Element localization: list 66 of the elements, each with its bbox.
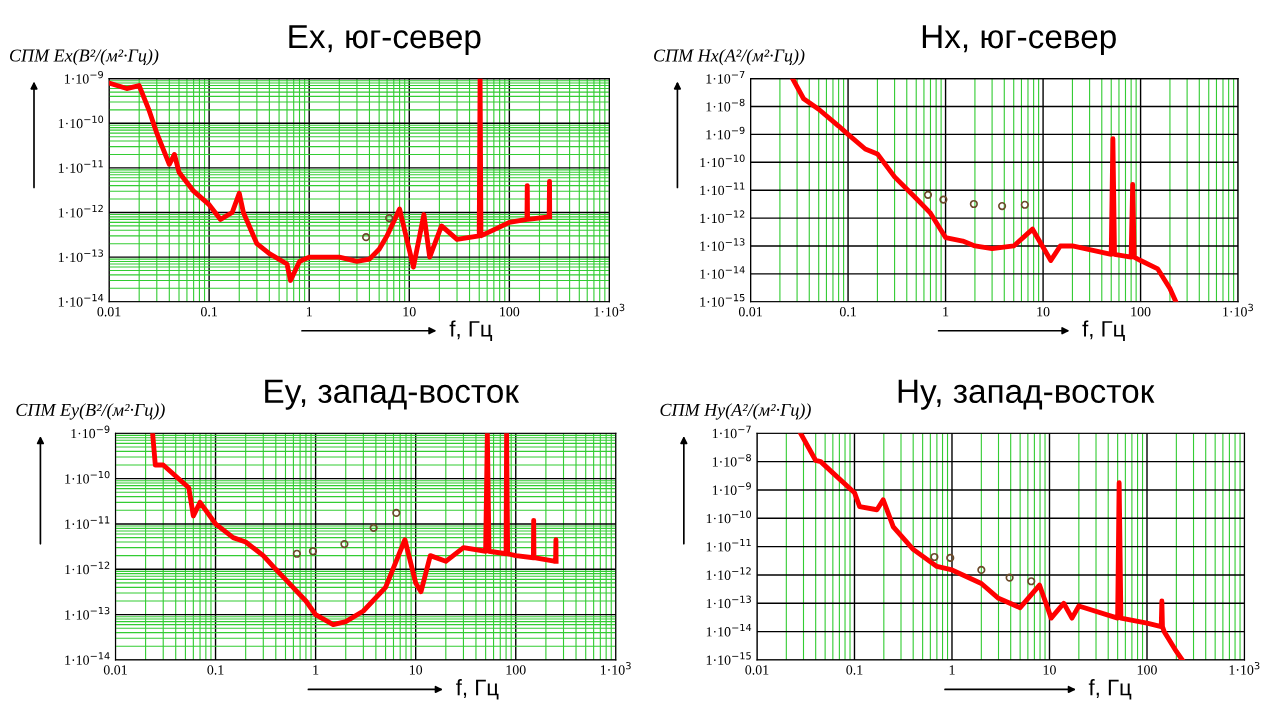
x-tick-label: 0.01 xyxy=(745,665,769,675)
y-tick-label: 1·10$^{−11}$ xyxy=(65,516,110,529)
y-tick-label: 1·10$^{−9}$ xyxy=(706,126,745,140)
y-tick-label: 1·10$^{−10}$ xyxy=(700,154,745,168)
x-tick-label: 1·10$^{3}$ xyxy=(594,303,625,317)
y-tick-label: 1·10$^{−12}$ xyxy=(700,210,745,224)
y-tick-label: 1·10$^{−12}$ xyxy=(65,561,110,575)
y-tick-label: 1·10$^{−10}$ xyxy=(58,115,104,129)
y-tick-label: 1·10$^{−11}$ xyxy=(706,538,751,552)
y-tick-label: 1·10$^{−9}$ xyxy=(71,425,110,439)
x-tick-label: 0.01 xyxy=(103,665,127,675)
x-tick-label: 1 xyxy=(313,665,319,675)
y-tick-label: 1·10$^{−12}$ xyxy=(706,567,751,580)
y-tick-label: 1·10$^{−11}$ xyxy=(58,160,103,173)
x-tick-label: 10 xyxy=(1037,306,1050,317)
y-tick-label: 1·10$^{−10}$ xyxy=(706,510,752,524)
x-tick-label: 1·10$^{3}$ xyxy=(600,661,631,675)
x-tick-label: 10 xyxy=(409,665,423,675)
y-tick-label: 1·10$^{−14}$ xyxy=(706,623,752,637)
x-axis-title: f, Гц xyxy=(456,679,499,700)
y-tick-label: 1·10$^{−9}$ xyxy=(712,482,751,495)
y-tick-label: 1·10$^{−14}$ xyxy=(700,266,745,279)
y-tick-label: 1·10$^{−13}$ xyxy=(700,238,745,251)
chart-title: Ey, запад-восток xyxy=(265,379,520,410)
x-tick-label: 0.1 xyxy=(200,306,217,317)
y-tick-label: 1·10$^{−10}$ xyxy=(65,470,110,484)
y-axis-title: СПМ Hx(А²/(м²·Гц)) xyxy=(654,48,805,66)
x-tick-label: 0.1 xyxy=(207,665,224,675)
y-axis-title: СПМ Ey(В²/(м²·Гц)) xyxy=(16,403,165,420)
chart-title: Ex, юг-север xyxy=(289,25,481,56)
y-tick-label: 1·10$^{−13}$ xyxy=(65,606,110,620)
y-tick-label: 1·10$^{−14}$ xyxy=(58,294,104,307)
x-tick-label: 0.01 xyxy=(97,306,121,317)
x-tick-label: 10 xyxy=(1043,665,1056,675)
x-tick-label: 1·10$^{3}$ xyxy=(1229,661,1260,675)
y-tick-label: 1·10$^{−7}$ xyxy=(712,425,751,439)
x-tick-label: 0.1 xyxy=(839,306,856,317)
x-tick-label: 0.01 xyxy=(738,306,762,317)
chart-title: Hy, запад-восток xyxy=(898,379,1155,410)
x-tick-label: 1 xyxy=(949,665,955,675)
y-tick-label: 1·10$^{−7}$ xyxy=(706,70,745,84)
y-tick-label: 1·10$^{−15}$ xyxy=(706,652,751,665)
y-tick-label: 1·10$^{−14}$ xyxy=(65,652,110,665)
y-tick-label: 1·10$^{−9}$ xyxy=(65,70,104,84)
x-tick-label: 1 xyxy=(943,307,949,317)
x-axis-title: f, Гц xyxy=(449,320,493,341)
x-tick-label: 0.1 xyxy=(846,665,863,675)
y-tick-label: 1·10$^{−15}$ xyxy=(700,294,745,307)
chart-title: Hx, юг-север xyxy=(922,25,1116,56)
x-tick-label: 100 xyxy=(500,306,520,317)
y-tick-label: 1·10$^{−8}$ xyxy=(712,453,751,467)
x-axis-title: f, Гц xyxy=(1082,320,1125,341)
y-tick-label: 1·10$^{−11}$ xyxy=(700,182,745,196)
x-tick-label: 100 xyxy=(1131,306,1151,317)
x-tick-label: 100 xyxy=(506,665,526,675)
x-tick-label: 1 xyxy=(306,307,312,317)
x-tick-label: 100 xyxy=(1137,665,1157,675)
y-axis-title: СПМ Hy(А²/(м²·Гц)) xyxy=(660,403,811,420)
x-tick-label: 10 xyxy=(403,306,416,317)
y-tick-label: 1·10$^{−13}$ xyxy=(58,249,103,263)
x-axis-title: f, Гц xyxy=(1088,679,1132,700)
y-tick-label: 1·10$^{−8}$ xyxy=(706,98,745,112)
x-tick-label: 1·10$^{3}$ xyxy=(1223,303,1253,317)
y-tick-label: 1·10$^{−12}$ xyxy=(58,204,103,218)
y-tick-label: 1·10$^{−13}$ xyxy=(706,595,751,609)
y-axis-title: СПМ Ex(В²/(м²·Гц)) xyxy=(9,48,159,66)
